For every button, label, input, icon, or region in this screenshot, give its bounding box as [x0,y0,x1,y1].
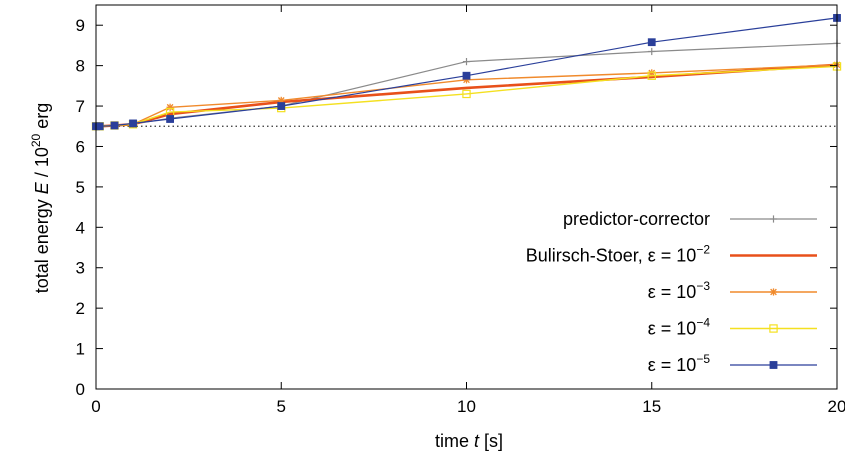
axes-group [95,4,838,390]
legend-entry-5: ε = 10−5 [648,352,817,375]
series-group [91,14,842,131]
y-tick-label: 1 [76,340,85,359]
series-5-point [110,121,119,130]
y-tick-label: 0 [76,380,85,399]
legend-marker [769,215,778,223]
series-4-point [647,71,656,80]
series-5-point [95,122,104,131]
y-tick-label: 4 [76,218,85,237]
series-5-point [166,115,174,123]
legend-marker [769,324,778,333]
series-5-point [462,71,471,80]
legend-label: ε = 10−4 [648,316,711,339]
legend-label: Bulirsch-Stoer, ε = 10−2 [526,243,711,266]
series-3-point [166,103,174,111]
legend-entry-3: ε = 10−3 [648,279,817,302]
legend-label: predictor-corrector [563,209,710,229]
x-tick-label: 10 [457,397,476,416]
series-3-point [648,69,656,77]
series-4-point [462,89,471,99]
y-tick-label: 6 [76,137,85,156]
y-axis-title: total energy E / 1020 erg [29,103,52,294]
x-axis-title: time t [s] [435,431,503,451]
y-tick-label: 3 [76,259,85,278]
x-tick-label: 5 [277,397,286,416]
series-1-point [648,47,656,56]
legend-entry-4: ε = 10−4 [648,316,817,339]
legend-marker [769,361,778,369]
legend-marker [769,288,778,296]
x-tick-label: 15 [642,397,661,416]
legend-entry-2: Bulirsch-Stoer, ε = 10−2 [526,243,817,266]
tick-labels-group: 0 1 2 3 4 5 6 7 8 9 0 5 10 15 20 [76,16,845,416]
series-1-line [96,42,838,127]
legend: predictor-corrector Bulirsch-Stoer, ε = 1… [526,209,817,375]
series-5-point [129,119,137,128]
x-tick-label: 20 [828,397,845,416]
x-tick-label: 0 [91,397,100,416]
series-5-point [277,102,286,110]
series-1 [92,39,841,130]
series-3-point-d2 [648,69,656,77]
y-tick-label: 8 [76,57,85,76]
legend-marker-d2 [770,288,777,296]
y-tick-label: 2 [76,299,85,318]
series-5-point [647,38,656,47]
y-tick-label: 7 [76,97,85,116]
legend-label: ε = 10−3 [648,279,711,302]
legend-entry-1: predictor-corrector [563,209,817,229]
y-tick-label: 9 [76,16,85,35]
series-1-point [462,57,471,66]
legend-label: ε = 10−5 [648,352,711,375]
y-tick-label: 5 [76,178,85,197]
series-3-point-d2 [166,103,174,111]
